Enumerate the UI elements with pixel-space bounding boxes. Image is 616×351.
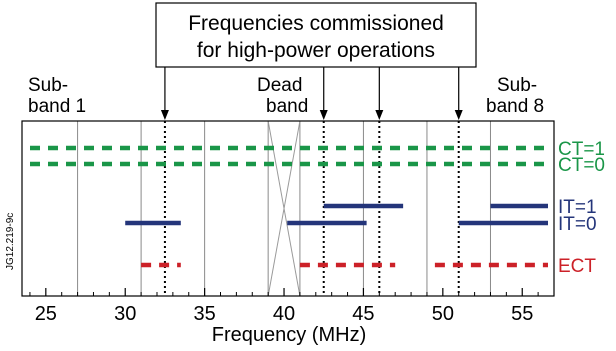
arrow-head (454, 110, 463, 120)
x-tick-label: 55 (511, 303, 533, 325)
figure-id: JG12.219-9c (5, 213, 16, 270)
header-box (155, 2, 477, 68)
operation-rows (30, 145, 548, 268)
x-tick-label: 50 (432, 303, 454, 325)
row-label-ect: ECT (558, 256, 596, 277)
row-label-it0: IT=0 (558, 214, 597, 235)
row-label-ct1: CT=1 (558, 139, 605, 160)
x-axis-ticks: 25 30 35 40 45 50 55 (29, 288, 555, 325)
commissioned-frequency-markers (160, 67, 463, 296)
sub-band-1-label-line-1: Sub- (28, 75, 68, 96)
header-line-2: for high-power operations (197, 39, 435, 62)
arrow-head (160, 110, 169, 120)
dead-band-label-line-2: band (266, 96, 308, 117)
sub-band-8-label-line-1: Sub- (497, 75, 537, 96)
plot-frame (21, 120, 555, 297)
x-tick-label: 35 (194, 303, 216, 325)
sub-band-1-label-line-2: band 1 (28, 96, 86, 117)
x-tick-label: 45 (352, 303, 374, 325)
x-tick-label: 30 (114, 303, 136, 325)
x-tick-label: 40 (273, 303, 295, 325)
row-labels: CT=1CT=0 IT=1IT=0 ECT (558, 139, 605, 277)
x-tick-label: 25 (35, 303, 57, 325)
x-axis-label: Frequency (MHz) (212, 324, 366, 346)
arrow-head (319, 110, 328, 120)
arrow-head (375, 110, 384, 120)
row-label-ct0: CT=0 (558, 155, 605, 176)
row-label-it1: IT=1 (558, 197, 597, 218)
dead-band-label-line-1: Dead (257, 75, 302, 96)
dead-band-diagonal (267, 120, 301, 297)
header-line-1: Frequencies commissioned (188, 12, 444, 35)
sub-band-8-label-line-2: band 8 (486, 96, 544, 117)
